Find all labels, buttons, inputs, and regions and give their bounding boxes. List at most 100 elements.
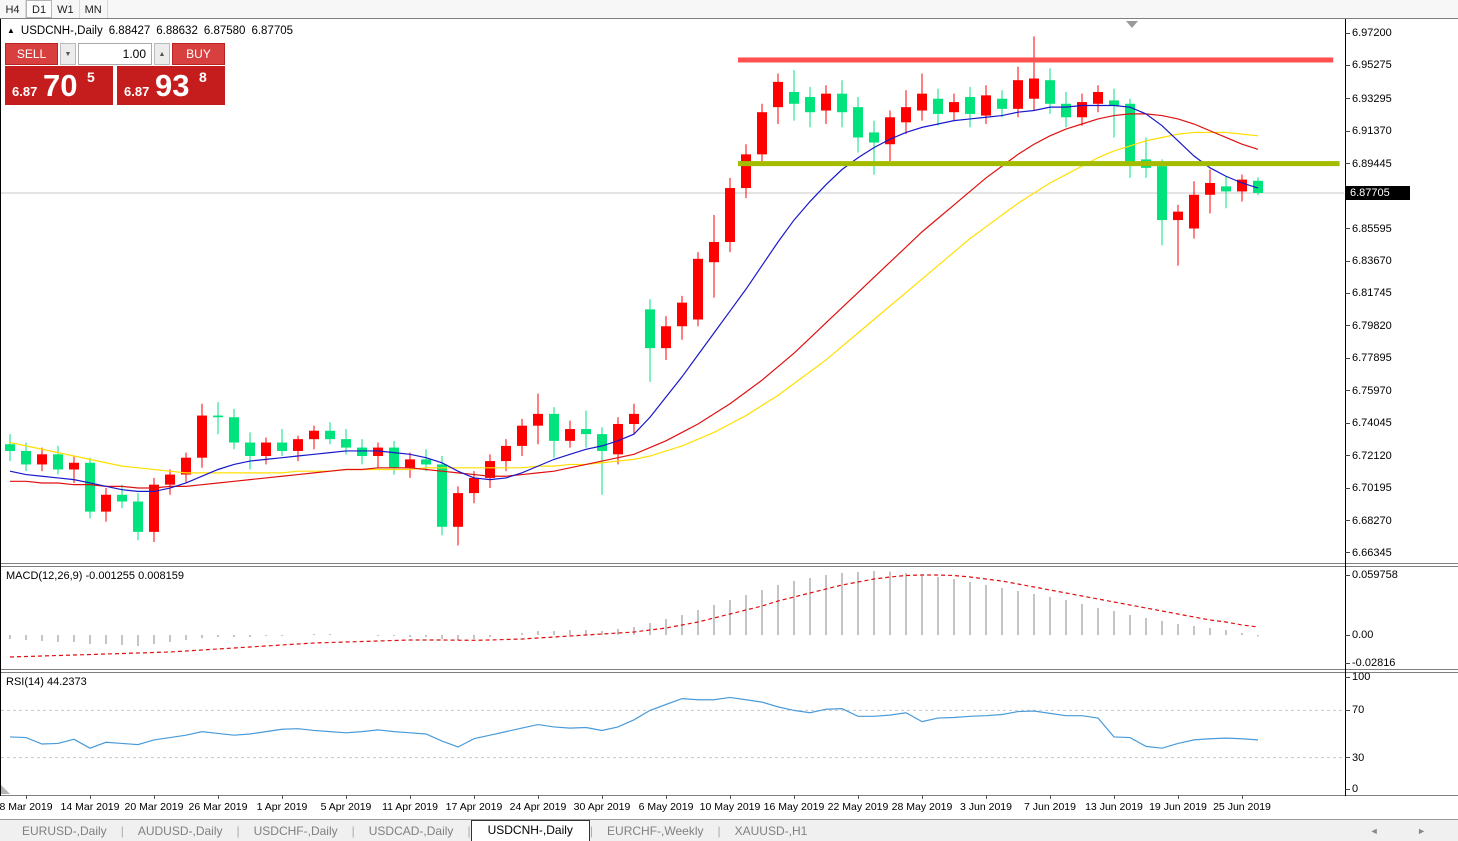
candle-body: [613, 423, 623, 455]
timeframe-button-d1[interactable]: D1: [26, 0, 53, 18]
ma-mid-line: [10, 113, 1259, 489]
price-tick-label: 6.70195: [1352, 482, 1392, 495]
candle-body: [437, 464, 447, 527]
buy-price-sup: 8: [199, 69, 207, 85]
timeframe-button-mn[interactable]: MN: [80, 0, 108, 18]
date-label: 11 Apr 2019: [382, 801, 438, 813]
date-tick: [730, 795, 731, 799]
resistance-line: [738, 57, 1334, 63]
price-tick-label: 6.77895: [1352, 352, 1392, 365]
symbol-tab-usdcad[interactable]: USDCAD-,Daily: [368, 824, 454, 838]
sell-button[interactable]: SELL: [5, 43, 58, 65]
candle-body: [741, 154, 751, 189]
buy-price-small: 6.87: [124, 84, 150, 99]
tab-scroll-arrows[interactable]: ◄ ►: [1369, 826, 1444, 836]
candle-body: [709, 241, 719, 263]
date-tick: [218, 795, 219, 799]
timeframe-button-h4[interactable]: H4: [0, 0, 26, 18]
panel-separator[interactable]: [0, 672, 1458, 673]
scale-tick: [1345, 228, 1350, 230]
price-tick-label: 6.75970: [1352, 384, 1392, 397]
volume-input[interactable]: [78, 43, 152, 65]
candle-body: [245, 442, 255, 457]
rsi-line: [9, 696, 1259, 749]
date-label: 8 Mar 2019: [0, 801, 53, 813]
price-tick-label: 6.74045: [1352, 417, 1392, 430]
candle-body: [517, 425, 527, 446]
date-tick: [986, 795, 987, 799]
date-label: 19 Jun 2019: [1149, 801, 1207, 813]
spinner-down-icon: ▼: [64, 50, 72, 58]
candle-body: [1061, 103, 1071, 118]
low-value: 6.87580: [203, 25, 246, 37]
scale-tick: [1345, 260, 1350, 262]
candle-body: [1109, 100, 1119, 106]
panel-resize-grip[interactable]: [1, 785, 11, 795]
symbol-tab-eurusd[interactable]: EURUSD-,Daily: [22, 824, 107, 838]
price-scale-divider[interactable]: [1345, 19, 1346, 796]
date-label: 22 May 2019: [827, 801, 889, 813]
scale-tick: [1345, 325, 1350, 327]
price-tick-label: 6.83670: [1352, 255, 1392, 268]
timeframe-button-w1[interactable]: W1: [52, 0, 80, 18]
candle-body: [693, 258, 703, 320]
buy-price-box[interactable]: 6.87 93 8: [117, 66, 225, 105]
panel-separator[interactable]: [0, 566, 1458, 567]
date-tick: [1242, 795, 1243, 799]
macd-indicator-label: MACD(12,26,9) -0.001255 0.008159: [6, 570, 184, 582]
scale-tick: [1345, 32, 1350, 34]
candle-body: [405, 459, 415, 468]
candle-body: [661, 326, 671, 349]
candle-body: [53, 454, 63, 470]
candle-body: [373, 447, 383, 457]
tab-separator: |: [236, 824, 240, 838]
panel-separator[interactable]: [0, 563, 1458, 564]
scale-tick: [1345, 390, 1350, 392]
scale-tick: [1345, 662, 1350, 664]
candle-body: [5, 444, 15, 451]
chart-shift-marker-icon: [1126, 21, 1138, 28]
scale-tick: [1345, 487, 1350, 489]
price-tick-label: 6.79820: [1352, 319, 1392, 332]
candle-body: [1237, 179, 1247, 192]
scale-tick: [1345, 552, 1350, 554]
sell-price-sup: 5: [87, 69, 95, 85]
candle-body: [1125, 103, 1135, 163]
candle-body: [1093, 91, 1103, 104]
date-axis[interactable]: 8 Mar 2019 14 Mar 2019 20 Mar 2019 26 Mar 2…: [0, 795, 1345, 818]
sell-price-box[interactable]: 6.87 70 5: [5, 66, 113, 105]
date-tick: [1178, 795, 1179, 799]
candle-body: [1221, 186, 1231, 192]
collapse-triangle-icon[interactable]: ▲: [7, 25, 15, 35]
candle-body: [853, 107, 863, 138]
panel-separator[interactable]: [0, 669, 1458, 670]
symbol-period-label: USDCNH-,Daily: [20, 25, 103, 37]
volume-decrease-button[interactable]: ▼: [60, 43, 76, 65]
candle-body: [581, 429, 591, 435]
scale-tick: [1345, 788, 1350, 790]
candle-body: [485, 461, 495, 478]
date-tick: [90, 795, 91, 799]
symbol-tab-eurchf[interactable]: EURCHF-,Weekly: [607, 824, 704, 838]
scale-tick: [1345, 709, 1350, 711]
candle-body: [965, 97, 975, 114]
date-label: 1 Apr 2019: [256, 801, 308, 813]
volume-increase-button[interactable]: ▲: [154, 43, 170, 65]
support-line: [738, 161, 1340, 167]
date-tick: [154, 795, 155, 799]
scale-tick: [1345, 292, 1350, 294]
candle-body: [533, 413, 543, 426]
date-label: 25 Jun 2019: [1213, 801, 1271, 813]
symbol-tab-usdcnh[interactable]: USDCNH-,Daily: [470, 820, 590, 841]
symbol-tab-xauusd[interactable]: XAUUSD-,H1: [734, 824, 808, 838]
symbol-tab-usdchf[interactable]: USDCHF-,Daily: [253, 824, 338, 838]
candle-body: [261, 442, 271, 457]
candle-body: [821, 93, 831, 111]
candle-body: [1173, 211, 1183, 221]
candle-body: [1013, 80, 1023, 109]
buy-button[interactable]: BUY: [172, 43, 225, 65]
symbol-tab-audusd[interactable]: AUDUSD-,Daily: [137, 824, 223, 838]
candle-body: [949, 102, 959, 113]
